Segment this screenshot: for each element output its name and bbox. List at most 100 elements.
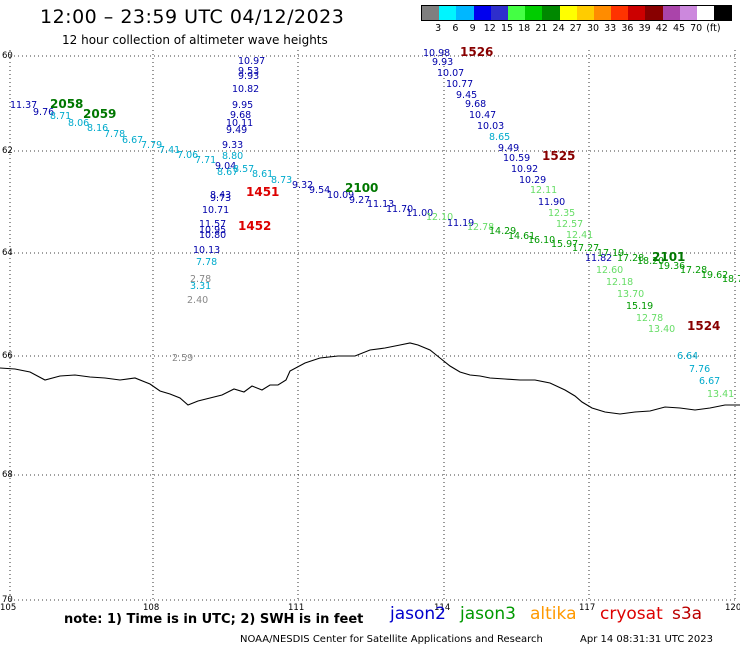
wave-height-value: 10.82 bbox=[232, 84, 259, 95]
longitude-label: 108 bbox=[143, 603, 160, 613]
wave-height-value: 13.40 bbox=[648, 324, 675, 335]
color-scale-label: 24 bbox=[552, 23, 565, 34]
color-scale-label: 70 bbox=[690, 23, 703, 34]
wave-height-value: 12.18 bbox=[606, 277, 633, 288]
wave-height-value: 10.95 bbox=[199, 225, 226, 236]
map-title: 12:00 – 23:59 UTC 04/12/2023 bbox=[40, 6, 345, 28]
wave-height-value: 8.80 bbox=[222, 151, 243, 162]
color-scale-cell bbox=[593, 6, 612, 20]
wave-height-value: 7.78 bbox=[196, 257, 217, 268]
wave-height-value: 8.61 bbox=[252, 169, 273, 180]
wave-height-value: 2.40 bbox=[187, 295, 208, 306]
wave-height-value: 9.33 bbox=[222, 140, 243, 151]
wave-height-value: 18.7 bbox=[722, 274, 740, 285]
wave-height-value: 10.13 bbox=[193, 245, 220, 256]
color-scale-cell bbox=[611, 6, 629, 20]
wave-height-value: 13.70 bbox=[617, 289, 644, 300]
wave-height-value: 10.11 bbox=[226, 118, 253, 129]
wave-height-value: 8.57 bbox=[233, 164, 254, 175]
wave-height-value: 12.57 bbox=[556, 219, 583, 230]
color-scale-label: 18 bbox=[518, 23, 531, 34]
wave-height-value: 10.98 bbox=[423, 48, 450, 59]
wave-height-value: 10.47 bbox=[469, 110, 496, 121]
wave-height-value: 9.53 bbox=[238, 66, 259, 77]
wave-height-value: 17.19 bbox=[597, 248, 624, 259]
wave-height-value: 8.65 bbox=[489, 132, 510, 143]
color-scale-cell bbox=[559, 6, 577, 20]
color-scale-labels: 3 6 9 12 15 18 21 24 27 30 33 36 39 42 45 70 (ft) bbox=[421, 21, 732, 35]
color-scale-cell bbox=[679, 6, 697, 20]
wave-height-value: 11.37 bbox=[10, 100, 37, 111]
wave-height-value: 9.93 bbox=[432, 57, 453, 68]
wave-height-value: 9.04 bbox=[215, 161, 236, 172]
wave-height-value: 10.03 bbox=[477, 121, 504, 132]
color-scale-cell bbox=[507, 6, 526, 20]
wave-height-value: 19.62 bbox=[701, 270, 728, 281]
wave-height-value: 9.27 bbox=[349, 195, 370, 206]
wave-height-value: 8.16 bbox=[87, 123, 108, 134]
wave-height-value: 16.10 bbox=[528, 235, 555, 246]
color-scale-label: 30 bbox=[586, 23, 600, 34]
wave-height-value: 7.79 bbox=[141, 140, 162, 151]
pass-time-label: 2100 bbox=[345, 181, 378, 195]
color-scale-cell bbox=[645, 6, 663, 20]
wave-height-value: 14.61 bbox=[508, 231, 535, 242]
wave-height-value: 10.97 bbox=[238, 56, 265, 67]
color-scale-label: 9 bbox=[469, 23, 476, 34]
wave-height-value: 12.78 bbox=[467, 222, 494, 233]
wave-height-value: 9.68 bbox=[230, 110, 251, 121]
color-scale-cell bbox=[714, 6, 732, 20]
color-scale-label: 27 bbox=[569, 23, 582, 34]
wave-height-value: 9.93 bbox=[238, 71, 259, 82]
wave-height-value: 9.68 bbox=[465, 99, 486, 110]
wave-height-value: 12.60 bbox=[596, 265, 623, 276]
satellite-name-jason3: jason3 bbox=[460, 604, 516, 624]
wave-height-value: 7.78 bbox=[104, 129, 125, 140]
note-text: note: 1) Time is in UTC; 2) SWH is in fe… bbox=[64, 612, 364, 627]
satellite-name-s3a: s3a bbox=[672, 604, 703, 624]
color-scale-label: (ft) bbox=[706, 23, 721, 34]
wave-height-value: 15.97 bbox=[551, 239, 578, 250]
pass-time-label: 1526 bbox=[460, 45, 493, 59]
wave-height-value: 9.45 bbox=[456, 90, 477, 101]
wave-height-value: 11.90 bbox=[538, 197, 565, 208]
wave-height-value: 11.82 bbox=[585, 253, 612, 264]
wave-height-value: 7.71 bbox=[195, 155, 216, 166]
wave-height-value: 12.78 bbox=[636, 313, 663, 324]
wave-height-value: 17.28 bbox=[617, 253, 644, 264]
wave-height-value: 12.10 bbox=[426, 212, 453, 223]
pass-time-label: 2059 bbox=[83, 107, 116, 121]
wave-height-value: 10.29 bbox=[519, 175, 546, 186]
wave-height-value: 18.20 bbox=[637, 256, 664, 267]
wave-height-value: 2.59 bbox=[172, 353, 193, 364]
longitude-label: 120 bbox=[725, 603, 740, 613]
wave-height-value: 15.19 bbox=[626, 301, 653, 312]
color-scale-label: 6 bbox=[452, 23, 459, 34]
wave-height-value: 8.67 bbox=[217, 167, 238, 178]
wave-height-value: 10.77 bbox=[446, 79, 473, 90]
pass-time-label: 2101 bbox=[652, 250, 685, 264]
wave-height-value: 8.43 bbox=[210, 190, 231, 201]
satellite-name-cryosat: cryosat bbox=[600, 604, 663, 624]
wave-height-value: 11.19 bbox=[447, 218, 474, 229]
longitude-label: 105 bbox=[0, 603, 17, 613]
color-scale-cell bbox=[628, 6, 646, 20]
wave-height-value: 8.06 bbox=[68, 118, 89, 129]
wave-height-value: 7.41 bbox=[159, 145, 180, 156]
track-labels: 10.979.539.9310.829.959.6810.119.499.338… bbox=[10, 45, 740, 400]
wave-height-value: 10.07 bbox=[437, 68, 464, 79]
satellite-name-altika: altika bbox=[530, 604, 577, 624]
wave-height-value: 7.06 bbox=[177, 150, 198, 161]
wave-height-value: 12.35 bbox=[548, 208, 575, 219]
wave-height-value: 10.59 bbox=[503, 153, 530, 164]
color-scale-cell bbox=[473, 6, 491, 20]
wave-height-value: 9.32 bbox=[292, 180, 313, 191]
color-scale-label: 12 bbox=[483, 23, 496, 34]
pass-time-label: 1525 bbox=[542, 149, 575, 163]
wave-height-value: 9.76 bbox=[33, 107, 54, 118]
color-scale-label: 42 bbox=[655, 23, 668, 34]
wave-height-value: 11.57 bbox=[199, 219, 226, 230]
wave-height-value: 6.67 bbox=[699, 376, 720, 387]
latitude-label: 70 bbox=[2, 595, 13, 605]
pass-time-label: 2058 bbox=[50, 97, 83, 111]
